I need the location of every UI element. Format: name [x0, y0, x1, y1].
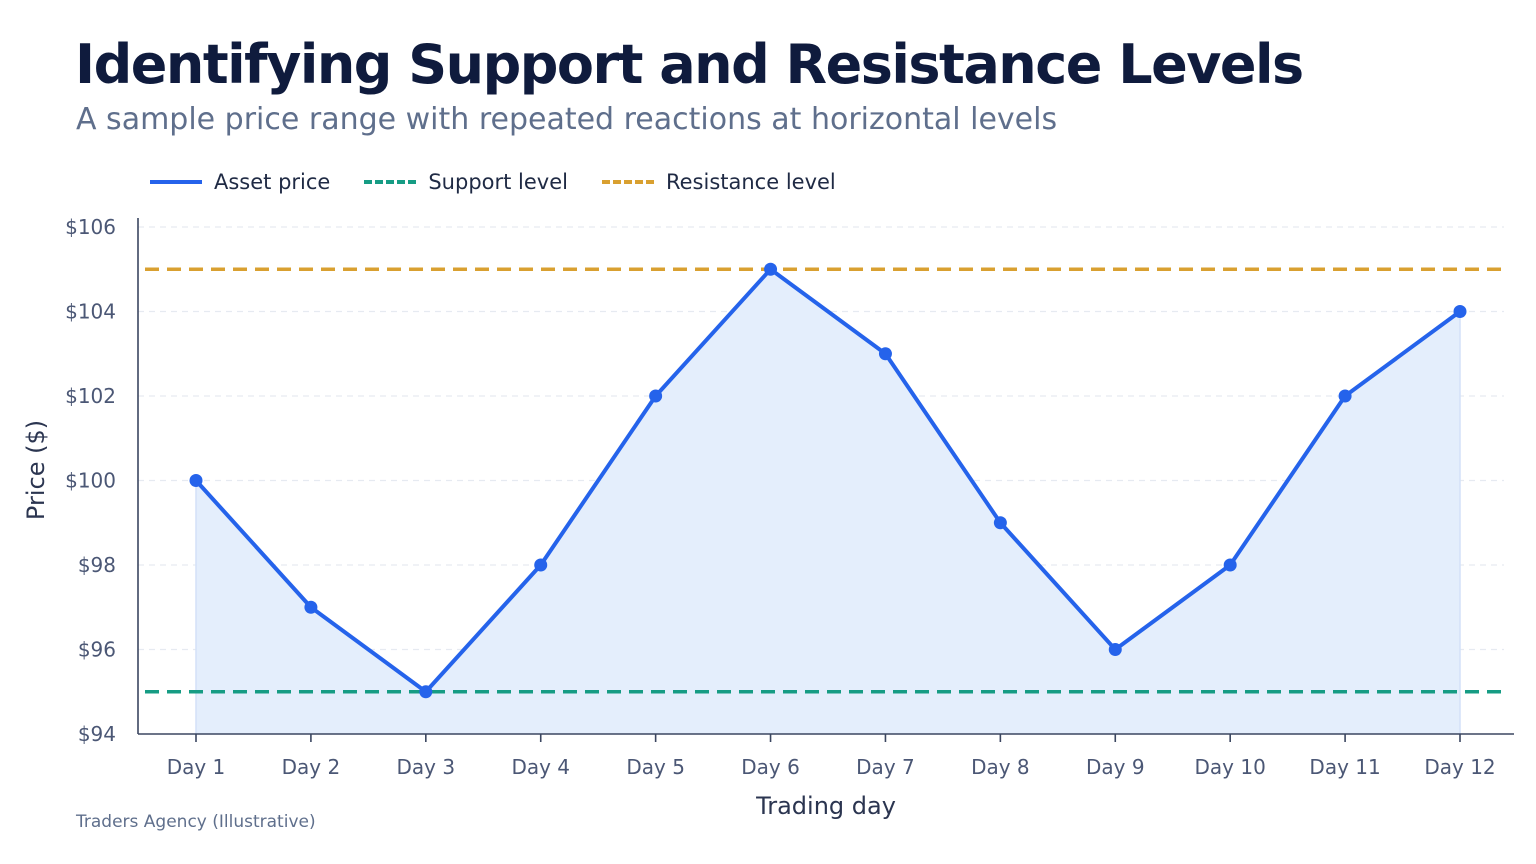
price-point	[419, 685, 433, 699]
x-tick-label: Day 4	[511, 755, 570, 779]
chart-title: Identifying Support and Resistance Level…	[75, 33, 1304, 96]
price-point	[189, 474, 203, 487]
legend-swatch-support-level	[364, 180, 417, 184]
x-tick-label: Day 7	[856, 755, 915, 779]
price-point	[1338, 389, 1352, 403]
x-tick-label: Day 9	[1086, 755, 1145, 779]
x-tick-label: Day 10	[1195, 755, 1266, 779]
x-tick-label: Day 12	[1424, 755, 1495, 779]
x-tick-label: Day 1	[167, 755, 226, 779]
asset-price-line	[194, 267, 1462, 694]
x-tick-label: Day 8	[971, 755, 1030, 779]
x-tick-label: Day 6	[741, 755, 800, 779]
y-tick-label: $106	[65, 215, 116, 239]
legend-label-support-level: Support level	[428, 170, 568, 194]
y-tick-label: $96	[78, 638, 116, 662]
x-tick-label: Day 2	[282, 755, 341, 779]
y-tick-label: $102	[65, 384, 116, 408]
price-point	[534, 558, 548, 572]
x-tick-label: Day 11	[1309, 755, 1380, 779]
price-point	[304, 600, 318, 614]
price-point	[878, 347, 892, 361]
legend-item-support-level: Support level	[364, 170, 568, 194]
price-point	[649, 389, 663, 403]
y-axis-title: Price ($)	[22, 420, 50, 520]
y-tick-label: $98	[78, 553, 116, 577]
price-point	[764, 262, 778, 276]
chart-subtitle: A sample price range with repeated react…	[76, 102, 1058, 137]
legend-label-resistance-level: Resistance level	[665, 170, 836, 194]
legend-item-resistance-level: Resistance level	[601, 170, 836, 194]
x-tick-label: Day 5	[626, 755, 685, 779]
price-area-fill	[196, 269, 1460, 734]
y-tick-label: $104	[65, 300, 116, 324]
x-tick-label: Day 3	[397, 755, 456, 779]
legend: Asset price Support level Resistance lev…	[150, 166, 870, 198]
price-point	[1108, 643, 1122, 656]
y-tick-label: $94	[78, 722, 116, 746]
legend-item-asset-price: Asset price	[150, 170, 330, 194]
y-tick-label: $100	[65, 469, 116, 493]
x-axis-title: Trading day	[755, 792, 896, 820]
legend-swatch-resistance-level	[601, 180, 654, 184]
legend-swatch-asset-price	[150, 180, 202, 184]
legend-label-asset-price: Asset price	[214, 170, 331, 194]
price-point	[993, 516, 1007, 530]
price-point	[1223, 558, 1237, 572]
source-note: Traders Agency (Illustrative)	[76, 812, 316, 832]
price-point	[1453, 305, 1467, 318]
